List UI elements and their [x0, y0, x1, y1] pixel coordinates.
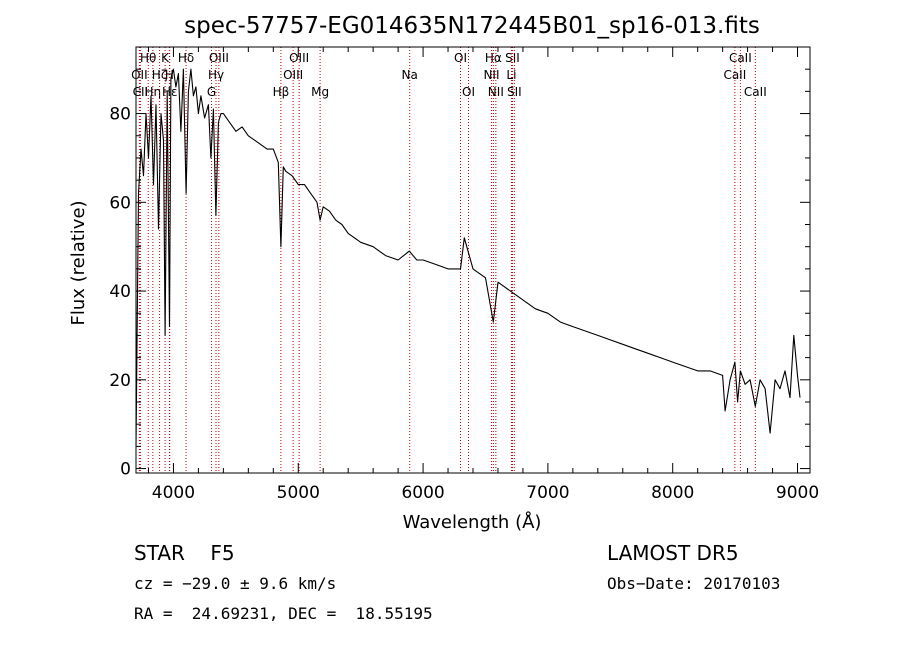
spectral-line-label: SII [505, 51, 520, 65]
spectral-line-label: CaII [729, 51, 752, 65]
y-tick-label: 0 [120, 460, 131, 480]
spectrum-series-line [135, 68, 801, 447]
spectral-line-label: Na [402, 68, 418, 82]
x-tick-label: 8000 [651, 483, 694, 503]
spectral-line-label: OI [462, 85, 475, 99]
spectral-line-label: NII [488, 85, 504, 99]
y-tick-label: 60 [109, 193, 131, 213]
spectral-line-label: NII [483, 68, 499, 82]
x-tick-label: 6000 [401, 483, 444, 503]
x-tick-label: 7000 [526, 483, 569, 503]
spectral-line-label: CaII [723, 68, 746, 82]
spectral-line-label: Hη [145, 85, 162, 99]
y-tick-label: 80 [109, 105, 131, 125]
spectral-line-label: OIII [209, 51, 229, 65]
axes: 4000 5000 6000 7000 8000 9000 0 20 40 60 80 [109, 47, 819, 503]
plot-area [135, 68, 801, 447]
spectral-line-markers: HθOIICIIHηHζKHHεHδOIIIHγGOIIIOIIIHβMgNaO… [131, 47, 767, 473]
spectral-line-label: Mg [311, 85, 329, 99]
spectral-line-label: OI [454, 51, 467, 65]
spectral-line-label: Hβ [273, 85, 290, 99]
x-tick-label: 9000 [776, 483, 819, 503]
spectral-line-label: G [207, 85, 216, 99]
plot-frame [135, 46, 811, 474]
x-tick-label: 4000 [152, 483, 195, 503]
chart-title: spec-57757-EG014635N172445B01_sp16-013.f… [184, 13, 760, 39]
spectral-line-label: Hγ [208, 68, 224, 82]
y-axis-label: Flux (relative) [68, 200, 89, 325]
spectral-line-label: OIII [289, 51, 309, 65]
y-tick-label: 40 [109, 282, 131, 302]
spectral-line-label: Li [506, 68, 516, 82]
spectral-line-label: SII [507, 85, 522, 99]
obs-date-label: Obs−Date: 20170103 [607, 574, 781, 593]
y-tick-label: 20 [109, 371, 131, 391]
survey-label: LAMOST DR5 [607, 541, 739, 565]
spectral-line-label: Hθ [140, 51, 156, 65]
spectral-line-label: OIII [283, 68, 303, 82]
spectral-line-label: CaII [744, 85, 767, 99]
spectral-line-label: Hε [162, 85, 178, 99]
spectral-line-label: Hζ [152, 68, 168, 82]
spectral-line-label: CII [133, 85, 148, 99]
spectral-line-label: Hα [485, 51, 502, 65]
x-tick-label: 5000 [277, 483, 320, 503]
spectral-line-label: K [161, 51, 170, 65]
object-class-label: STAR F5 [134, 541, 235, 565]
coordinates-label: RA = 24.69231, DEC = 18.55195 [134, 604, 433, 623]
spectral-line-label: OII [131, 68, 148, 82]
redshift-label: cz = −29.0 ± 9.6 km/s [134, 574, 337, 593]
spectral-line-label: Hδ [178, 51, 194, 65]
x-axis-label: Wavelength (Å) [403, 511, 542, 533]
